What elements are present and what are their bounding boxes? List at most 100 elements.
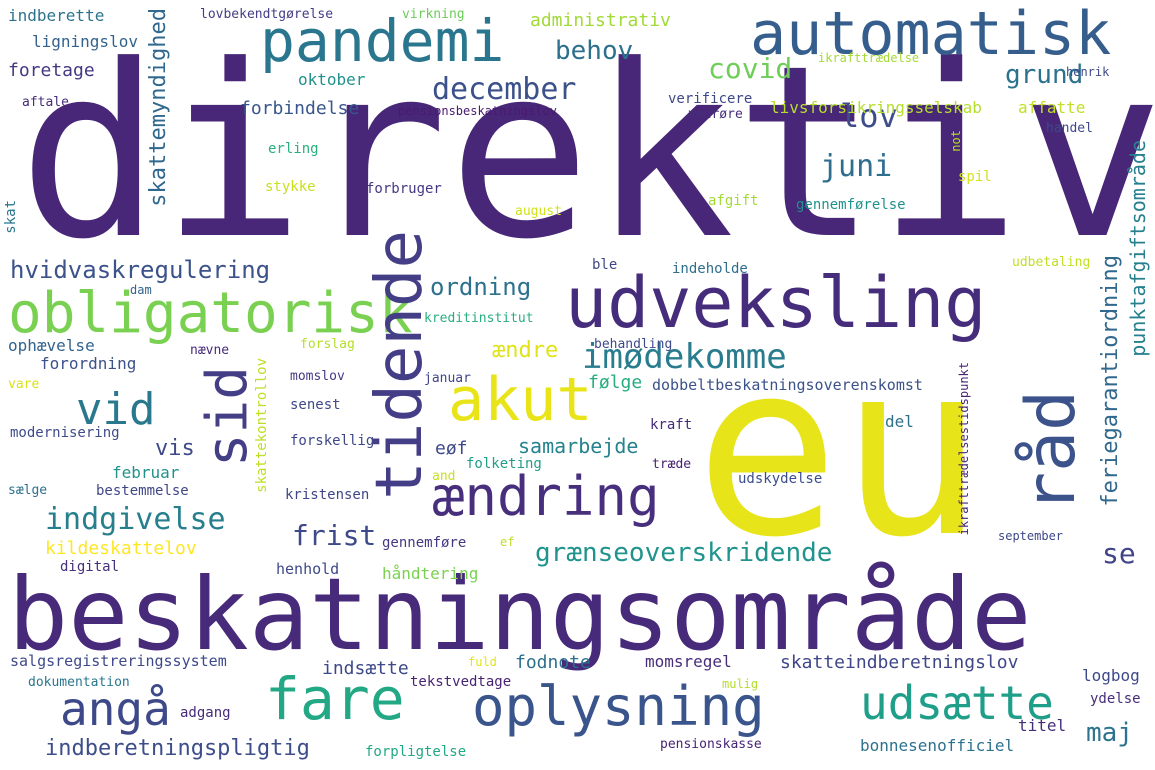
word-ydelse: ydelse bbox=[1090, 691, 1141, 707]
word-lovbekendtgorelse: lovbekendtgørelse bbox=[200, 7, 334, 22]
word-se: se bbox=[1102, 537, 1136, 570]
word-hvidvaskregulering: hvidvaskregulering bbox=[10, 256, 271, 284]
word-spil: spil bbox=[958, 169, 992, 185]
word-forpligtelse: forpligtelse bbox=[365, 744, 467, 760]
word-tekstvedtage: tekstvedtage bbox=[410, 674, 512, 690]
word-fuld: fuld bbox=[468, 655, 497, 669]
word-maj: maj bbox=[1086, 718, 1133, 748]
word-stykke: stykke bbox=[265, 179, 316, 195]
word-kreditinstitut: kreditinstitut bbox=[424, 311, 534, 326]
word-vis: vis bbox=[155, 436, 195, 461]
word-ophaevelse: ophævelse bbox=[8, 336, 95, 355]
word-titel: titel bbox=[1018, 716, 1067, 735]
word-skat: skat bbox=[3, 200, 19, 234]
word-udbetaling: udbetaling bbox=[1012, 255, 1091, 270]
word-anga: angå bbox=[60, 682, 171, 736]
word-kildeskattelov: kildeskattelov bbox=[45, 538, 197, 559]
word-erling: erling bbox=[268, 141, 319, 157]
word-affatte: affatte bbox=[1018, 98, 1086, 117]
word-skattemyndighed: skattemyndighed bbox=[146, 8, 171, 207]
word-mulig: mulig bbox=[722, 677, 759, 691]
word-obligatorisk: obligatorisk bbox=[8, 281, 413, 346]
word-indsaette: indsætte bbox=[322, 658, 409, 679]
word-fare: fare bbox=[265, 665, 405, 733]
word-livsforsikringsselskab: livsforsikringsselskab bbox=[770, 98, 982, 117]
word-adgang: adgang bbox=[180, 705, 231, 721]
word-udskydelse: udskydelse bbox=[738, 471, 823, 487]
word-senest: senest bbox=[290, 397, 341, 413]
word-aendre: ændre bbox=[492, 338, 559, 363]
word-august: august bbox=[515, 204, 562, 219]
word-tidende: tidende bbox=[363, 230, 437, 500]
word-indberetningspligtig: indberetningspligtig bbox=[45, 736, 310, 761]
word-indberette: indberette bbox=[8, 6, 105, 25]
word-gennemforelse: gennemførelse bbox=[796, 197, 906, 213]
word-december: december bbox=[432, 72, 577, 107]
word-traede: træde bbox=[652, 457, 692, 472]
word-pensionsbeskatningslov: pensionsbeskatningslov bbox=[398, 104, 557, 118]
word-virkning: virkning bbox=[402, 7, 465, 22]
word-dam: dam bbox=[130, 283, 152, 297]
word-januar: januar bbox=[424, 371, 471, 386]
word-oplysning: oplysning bbox=[472, 675, 765, 738]
word-forslag: forslag bbox=[300, 337, 355, 352]
word-logbog: logbog bbox=[1082, 666, 1140, 685]
word-ordning: ordning bbox=[430, 273, 532, 301]
word-akut: akut bbox=[448, 365, 593, 435]
word-punktafgiftsomrade: punktafgiftsområde bbox=[1126, 140, 1150, 357]
word-forordning: forordning bbox=[40, 354, 137, 373]
word-foretage: foretage bbox=[8, 60, 95, 81]
word-momslov: momslov bbox=[290, 369, 345, 384]
word-ikrafttraedelse: ikrafttrædelse bbox=[818, 51, 920, 65]
word-indeholde: indeholde bbox=[672, 261, 748, 277]
word-ble: ble bbox=[592, 257, 618, 273]
word-gennemfore: gennemføre bbox=[382, 535, 467, 551]
word-and: and bbox=[432, 469, 456, 484]
word-henrik: henrik bbox=[1066, 65, 1110, 79]
word-behov: behov bbox=[555, 36, 634, 66]
word-pandemi: pandemi bbox=[260, 7, 505, 75]
word-eu: eu bbox=[695, 310, 984, 590]
word-direktiv: direktiv bbox=[18, 15, 1155, 292]
word-modernisering: modernisering bbox=[10, 425, 120, 441]
word-frist: frist bbox=[292, 519, 377, 552]
word-digital: digital bbox=[60, 559, 120, 575]
word-eof: eøf bbox=[435, 438, 468, 459]
word-oktober: oktober bbox=[298, 70, 366, 89]
word-ikrafttraedelsestidspunkt: ikrafttrædelsestidspunkt bbox=[957, 362, 971, 536]
word-pensionskasse: pensionskasse bbox=[660, 737, 762, 752]
word-covid: covid bbox=[708, 52, 793, 85]
word-dobbeltbeskatningsoverenskomst: dobbeltbeskatningsoverenskomst bbox=[652, 376, 923, 394]
word-behandling: behandling bbox=[594, 337, 673, 352]
word-fodnote: fodnote bbox=[515, 652, 591, 673]
word-bonnesenofficiel: bonnesenofficiel bbox=[860, 736, 1015, 755]
word-handel: handel bbox=[1046, 121, 1093, 136]
word-skatteindberetningslov: skatteindberetningslov bbox=[780, 652, 1019, 673]
word-naevne: nævne bbox=[190, 343, 230, 358]
word-vid: vid bbox=[76, 384, 156, 435]
word-aftale: aftale bbox=[22, 95, 69, 110]
word-automatisk: automatisk bbox=[750, 0, 1112, 69]
word-grund: grund bbox=[1005, 60, 1084, 90]
word-graenseoverskridende: grænseoverskridende bbox=[535, 538, 833, 568]
word-folketing: folketing bbox=[466, 456, 542, 472]
word-henhold: henhold bbox=[276, 560, 340, 578]
word-vare: vare bbox=[8, 377, 40, 392]
word-ligningslov: ligningslov bbox=[32, 32, 138, 51]
word-indgivelse: indgivelse bbox=[45, 502, 226, 537]
word-aendring: ændring bbox=[432, 465, 660, 528]
word-handtering: håndtering bbox=[382, 564, 479, 583]
word-saelge: sælge bbox=[8, 483, 48, 498]
word-momsregel: momsregel bbox=[645, 652, 732, 671]
word-verificere: verificere bbox=[668, 91, 753, 107]
word-folge: følge bbox=[588, 372, 643, 393]
word-sid: sid bbox=[195, 366, 260, 468]
word-del: del bbox=[885, 412, 914, 431]
word-lov: lov bbox=[840, 97, 898, 135]
word-rad: råd bbox=[1012, 390, 1091, 513]
word-september: september bbox=[998, 529, 1064, 543]
word-dokumentation: dokumentation bbox=[28, 675, 130, 690]
word-udsaette: udsætte bbox=[860, 676, 1054, 730]
word-skattekontrollov: skattekontrollov bbox=[254, 358, 270, 493]
